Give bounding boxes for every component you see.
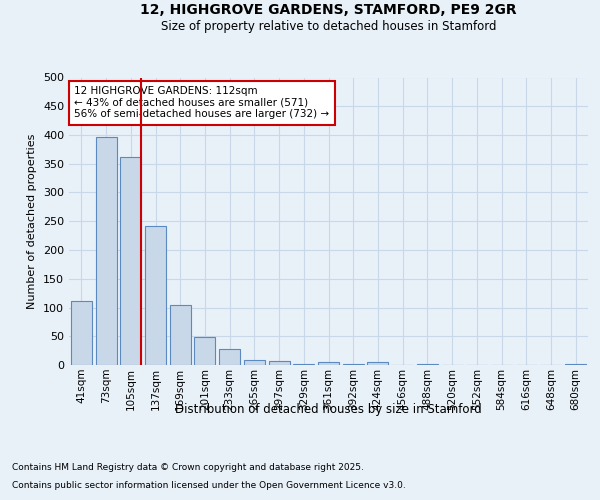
Y-axis label: Number of detached properties: Number of detached properties xyxy=(28,134,37,309)
Text: Distribution of detached houses by size in Stamford: Distribution of detached houses by size … xyxy=(175,402,482,415)
Bar xyxy=(194,337,215,365)
Bar xyxy=(269,361,290,365)
Bar xyxy=(565,364,586,365)
Bar xyxy=(71,300,92,365)
Bar xyxy=(318,362,339,365)
Bar xyxy=(293,364,314,365)
Text: Size of property relative to detached houses in Stamford: Size of property relative to detached ho… xyxy=(161,20,497,33)
Bar xyxy=(95,136,116,365)
Text: 12, HIGHGROVE GARDENS, STAMFORD, PE9 2GR: 12, HIGHGROVE GARDENS, STAMFORD, PE9 2GR xyxy=(140,2,517,16)
Bar xyxy=(343,364,364,365)
Text: Contains public sector information licensed under the Open Government Licence v3: Contains public sector information licen… xyxy=(12,481,406,490)
Bar xyxy=(367,362,388,365)
Bar xyxy=(244,360,265,365)
Bar xyxy=(417,364,438,365)
Bar xyxy=(219,349,240,365)
Bar xyxy=(145,226,166,365)
Bar xyxy=(120,157,141,365)
Bar xyxy=(170,305,191,365)
Text: 12 HIGHGROVE GARDENS: 112sqm
← 43% of detached houses are smaller (571)
56% of s: 12 HIGHGROVE GARDENS: 112sqm ← 43% of de… xyxy=(74,86,329,120)
Text: Contains HM Land Registry data © Crown copyright and database right 2025.: Contains HM Land Registry data © Crown c… xyxy=(12,464,364,472)
